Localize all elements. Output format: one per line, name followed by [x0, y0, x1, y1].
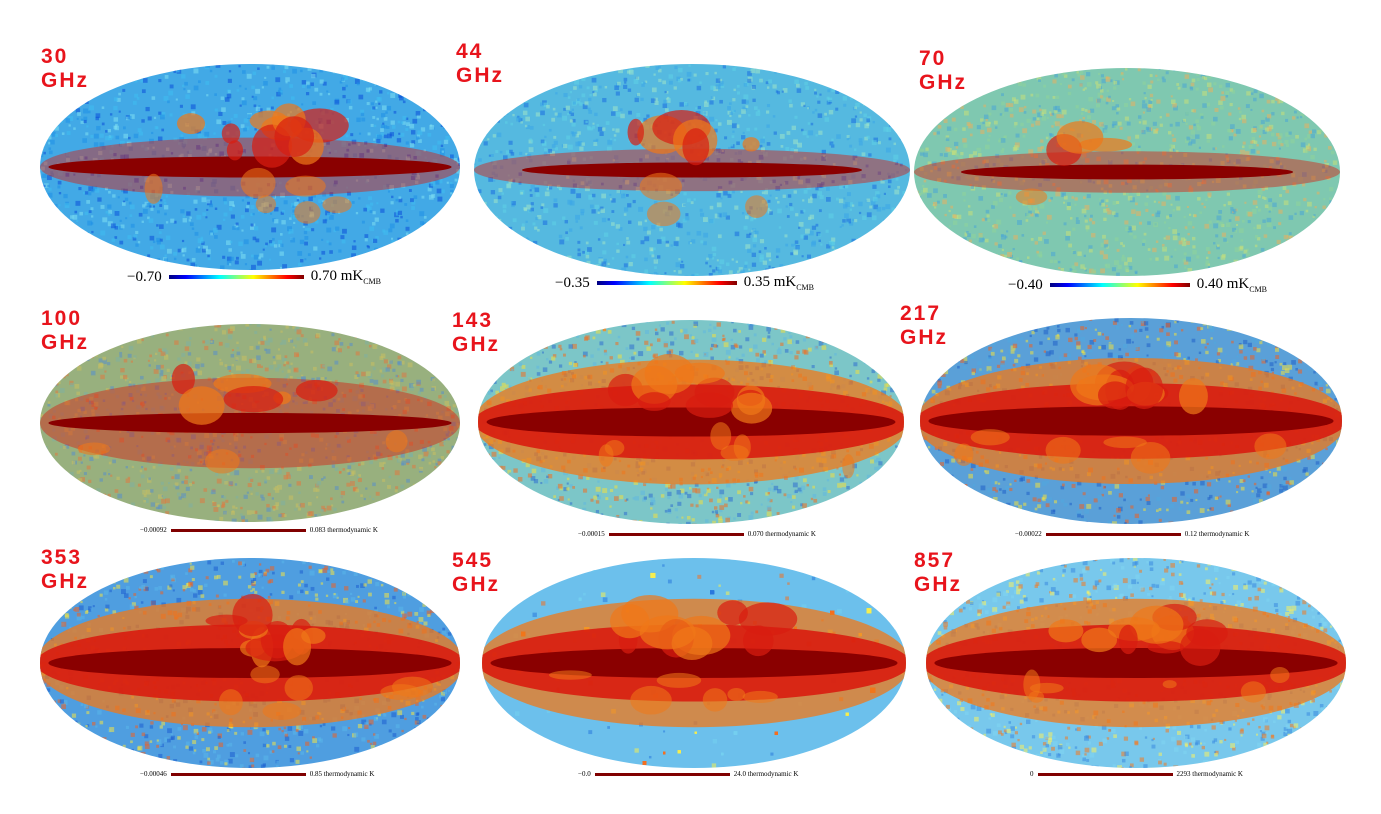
colorbar-gradient: [1049, 283, 1190, 287]
colorbar-max: 0.40 mKCMB: [1196, 276, 1268, 294]
sky-map-857ghz: [926, 558, 1346, 768]
sky-map-44ghz: [474, 64, 910, 276]
freq-label: 217 GHz: [900, 302, 948, 349]
freq-label: 30 GHz: [41, 45, 89, 92]
freq-label: 353 GHz: [41, 546, 89, 593]
colorbar-min: −0.00092: [140, 526, 167, 534]
sky-map-70ghz: [914, 68, 1340, 276]
colorbar-min: −0.40: [1008, 276, 1043, 293]
colorbar: −0.00046 0.85 thermodynamic K: [140, 770, 374, 778]
sky-map-353ghz: [40, 558, 460, 768]
sky-map-30ghz: [40, 64, 460, 270]
freq-label: 857 GHz: [914, 549, 962, 596]
colorbar-max: 0.85 thermodynamic K: [309, 770, 375, 778]
colorbar-bar: [1045, 532, 1181, 536]
freq-label: 545 GHz: [452, 549, 500, 596]
colorbar-min: −0.70: [127, 268, 162, 285]
colorbar: −0.00015 0.070 thermodynamic K: [578, 530, 816, 538]
colorbar: 0 2293 thermodynamic K: [1030, 770, 1243, 778]
sky-map-143ghz: [478, 320, 904, 524]
sky-map-217ghz: [920, 318, 1342, 524]
colorbar-max: 0.70 mKCMB: [310, 268, 382, 286]
colorbar-min: 0: [1030, 770, 1034, 778]
colorbar-bar: [1037, 772, 1173, 776]
colorbar-bar: [170, 772, 306, 776]
colorbar-gradient: [168, 275, 304, 279]
freq-label: 70 GHz: [919, 47, 967, 94]
freq-label: 143 GHz: [452, 309, 500, 356]
colorbar-bar: [170, 528, 306, 532]
colorbar: −0.0 24.0 thermodynamic K: [578, 770, 798, 778]
colorbar-max: 0.35 mKCMB: [743, 274, 815, 292]
colorbar-max: 24.0 thermodynamic K: [733, 770, 799, 778]
colorbar-gradient: [596, 281, 737, 285]
colorbar-min: −0.0: [578, 770, 591, 778]
colorbar-min: −0.00046: [140, 770, 167, 778]
colorbar-bar: [594, 772, 730, 776]
colorbar: −0.00022 0.12 thermodynamic K: [1015, 530, 1249, 538]
sky-map-100ghz: [40, 324, 460, 522]
colorbar-min: −0.00015: [578, 530, 605, 538]
sky-map-545ghz: [482, 558, 906, 768]
colorbar: −0.35 0.35 mKCMB: [555, 274, 814, 292]
colorbar-max: 0.070 thermodynamic K: [747, 530, 816, 538]
freq-label: 100 GHz: [41, 307, 89, 354]
freq-label: 44 GHz: [456, 40, 504, 87]
colorbar-max: 0.083 thermodynamic K: [309, 526, 378, 534]
colorbar-min: −0.35: [555, 274, 590, 291]
colorbar: −0.70 0.70 mKCMB: [127, 268, 381, 286]
colorbar-min: −0.00022: [1015, 530, 1042, 538]
colorbar: −0.40 0.40 mKCMB: [1008, 276, 1267, 294]
colorbar-max: 0.12 thermodynamic K: [1184, 530, 1250, 538]
colorbar-bar: [608, 532, 744, 536]
colorbar-max: 2293 thermodynamic K: [1176, 770, 1244, 778]
colorbar: −0.00092 0.083 thermodynamic K: [140, 526, 378, 534]
